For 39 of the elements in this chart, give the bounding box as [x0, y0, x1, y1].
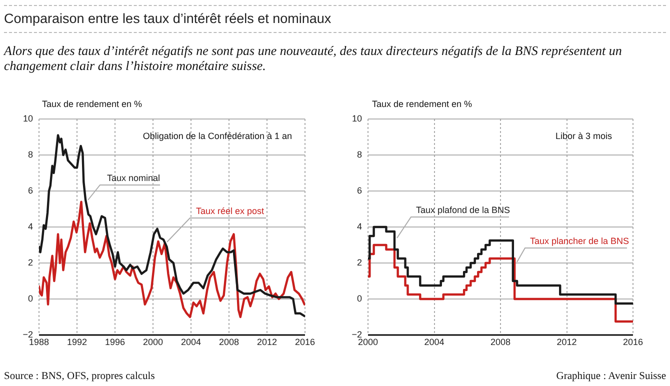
- x-tick-label: 2004: [424, 336, 444, 347]
- y-tick-label: 10: [352, 113, 362, 124]
- x-tick-label: 2004: [180, 336, 202, 347]
- text: Taux réel ex post: [196, 206, 265, 216]
- y-tick-label: −2: [22, 329, 33, 340]
- y-tick-label: 4: [28, 221, 33, 232]
- x-tick-label: 2016: [294, 336, 316, 347]
- x-tick-label: 2000: [142, 336, 164, 347]
- y-tick-label: 8: [28, 149, 33, 160]
- text: Taux plafond de la BNS: [416, 205, 510, 215]
- y-tick-label: 4: [356, 221, 362, 232]
- chart-subtitle: Alors que des taux d’intérêt négatifs ne sont pas une nouveauté, des taux directeurs négatifs de la BNS représentent un changement clair dans l’histoire monétaire suisse.: [4, 43, 623, 73]
- y-tick-label: 2: [356, 257, 362, 268]
- annotation: Obligation de la Confédération à 1 an: [142, 131, 292, 141]
- y-tick-label: 6: [28, 185, 33, 196]
- x-tick-label: 1992: [66, 336, 88, 347]
- chart-title: Comparaison entre les taux d’intérêt réels et nominaux: [4, 5, 666, 33]
- y-tick-label: −2: [352, 329, 362, 340]
- x-tick-label: 2008: [490, 336, 511, 347]
- y-tick-label: 0: [356, 293, 362, 304]
- source-note: Source : BNS, OFS, propres calculs: [4, 371, 155, 382]
- text: Taux nominal: [107, 173, 160, 183]
- y-tick-label: 10: [22, 113, 33, 124]
- x-tick-label: 2008: [218, 336, 240, 347]
- x-tick-label: 2000: [358, 336, 378, 347]
- text: Graphique : Avenir Suisse: [556, 371, 666, 382]
- x-tick-label: 2012: [556, 336, 577, 347]
- x-tick-label: 2016: [622, 336, 644, 347]
- x-tick-label: 1988: [28, 336, 50, 347]
- y-tick-label: 2: [28, 257, 33, 268]
- y-tick-label: 8: [356, 149, 362, 160]
- y-axis-title: Taux de rendement en %: [42, 99, 142, 109]
- x-tick-label: 2012: [256, 336, 278, 347]
- text: Taux plancher de la BNS: [530, 236, 630, 246]
- annotation: Libor à 3 mois: [555, 131, 612, 141]
- y-tick-label: 0: [28, 293, 33, 304]
- y-axis-title: Taux de rendement en %: [372, 99, 472, 109]
- y-tick-label: 6: [356, 185, 362, 196]
- x-tick-label: 1996: [104, 336, 126, 347]
